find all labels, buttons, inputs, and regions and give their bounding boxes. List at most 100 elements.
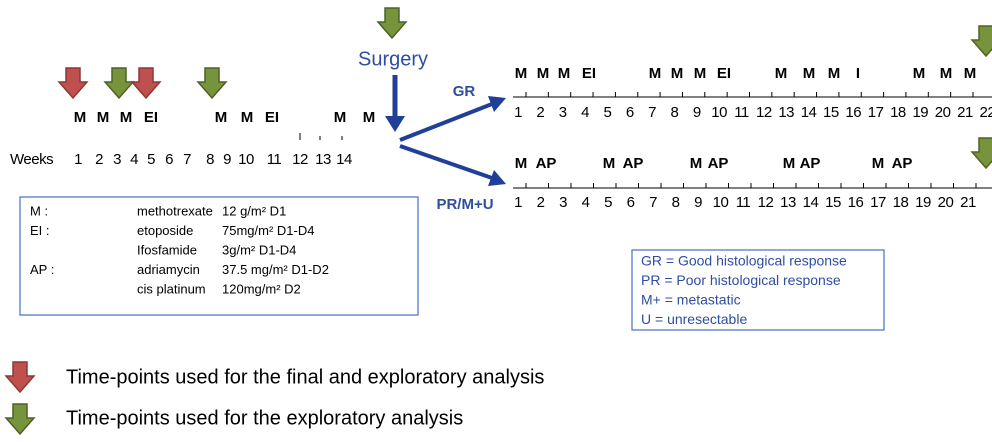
week-number: 13 xyxy=(315,151,331,168)
regimen-drug: methotrexate xyxy=(137,203,213,218)
regimen-code: AP : xyxy=(30,262,54,277)
week-number: 4 xyxy=(130,151,138,168)
week-number: 1 xyxy=(514,104,522,121)
drug-label: AP xyxy=(708,155,729,172)
drug-label: M xyxy=(775,65,788,82)
week-number: 3 xyxy=(559,194,567,211)
week-number: 3 xyxy=(113,151,121,168)
regimen-drug: Ifosfamide xyxy=(137,242,197,257)
week-number: 8 xyxy=(672,194,680,211)
week-number: 15 xyxy=(823,104,839,121)
week-number: 12 xyxy=(292,151,308,168)
week-number: 14 xyxy=(336,151,352,168)
green-arrow xyxy=(971,137,992,169)
regimen-box xyxy=(19,196,419,316)
week-number: 3 xyxy=(559,104,567,121)
week-number: 9 xyxy=(693,104,701,121)
green-arrow xyxy=(377,7,407,39)
legend-text: Time-points used for the final and explo… xyxy=(66,366,544,388)
regimen-drug: cis platinum xyxy=(137,281,206,296)
drug-label: M xyxy=(913,65,926,82)
week-number: 20 xyxy=(938,194,954,211)
drug-label: M xyxy=(515,65,528,82)
green-arrow xyxy=(104,67,134,99)
week-number: 5 xyxy=(603,104,611,121)
week-number: 16 xyxy=(848,194,864,211)
week-number: 6 xyxy=(626,104,634,121)
week-number: 2 xyxy=(536,104,544,121)
abbreviation-box xyxy=(631,249,885,331)
drug-label: M xyxy=(964,65,977,82)
weeks-label: Weeks xyxy=(10,151,53,168)
week-number: 21 xyxy=(960,194,976,211)
week-number: 16 xyxy=(845,104,861,121)
week-number: 7 xyxy=(183,151,191,168)
week-number: 17 xyxy=(868,104,884,121)
legend-text: Time-points used for the exploratory ana… xyxy=(66,407,463,429)
drug-label: M xyxy=(515,155,528,172)
drug-label: M xyxy=(690,155,703,172)
surgery-label: Surgery xyxy=(358,48,428,70)
drug-label: AP xyxy=(892,155,913,172)
regimen-code: EI : xyxy=(30,223,50,238)
drug-label: M xyxy=(872,155,885,172)
regimen-dose: 75mg/m² D1-D4 xyxy=(222,223,314,238)
drug-label: M xyxy=(783,155,796,172)
week-number: 17 xyxy=(870,194,886,211)
week-number: 5 xyxy=(147,151,155,168)
regimen-drug: etoposide xyxy=(137,223,193,238)
week-number: 20 xyxy=(935,104,951,121)
red-arrow xyxy=(5,361,35,393)
regimen-dose: 12 g/m² D1 xyxy=(222,203,286,218)
regimen-dose: 120mg/m² D2 xyxy=(222,281,301,296)
drug-label: EI xyxy=(265,109,279,126)
week-number: 4 xyxy=(582,194,590,211)
week-number: 18 xyxy=(890,104,906,121)
abbreviation: M+ = metastatic xyxy=(641,292,741,308)
week-number: 7 xyxy=(648,104,656,121)
drug-label: M xyxy=(649,65,662,82)
drug-label: I xyxy=(856,65,860,82)
drug-label: M xyxy=(74,109,87,126)
drug-label: M xyxy=(671,65,684,82)
week-number: 14 xyxy=(801,104,817,121)
week-number: 21 xyxy=(957,104,973,121)
week-number: 10 xyxy=(711,104,727,121)
drug-label: M xyxy=(363,109,376,126)
week-number: 9 xyxy=(694,194,702,211)
week-number: 10 xyxy=(238,151,254,168)
drug-label: M xyxy=(940,65,953,82)
week-number: 4 xyxy=(581,104,589,121)
preop-ticks xyxy=(299,133,343,140)
regimen-dose: 3g/m² D1-D4 xyxy=(222,242,296,257)
green-arrow xyxy=(5,403,35,435)
surgery-arrows xyxy=(385,75,506,186)
week-number: 14 xyxy=(803,194,819,211)
drug-label: M xyxy=(215,109,228,126)
week-number: 9 xyxy=(223,151,231,168)
drug-label: M xyxy=(334,109,347,126)
week-number: 12 xyxy=(758,194,774,211)
arm-label: PR/M+U xyxy=(436,196,493,213)
week-number: 19 xyxy=(915,194,931,211)
drug-label: AP xyxy=(536,155,557,172)
red-arrow xyxy=(131,67,161,99)
week-number: 8 xyxy=(671,104,679,121)
week-number: 6 xyxy=(165,151,173,168)
week-number: 18 xyxy=(893,194,909,211)
regimen-drug: adriamycin xyxy=(137,262,200,277)
week-number: 2 xyxy=(537,194,545,211)
week-number: 5 xyxy=(604,194,612,211)
week-number: 15 xyxy=(825,194,841,211)
week-number: 6 xyxy=(627,194,635,211)
week-number: 12 xyxy=(756,104,772,121)
drug-label: EI xyxy=(582,65,596,82)
week-number: 19 xyxy=(912,104,928,121)
drug-label: M xyxy=(803,65,816,82)
drug-label: M xyxy=(694,65,707,82)
drug-label: M xyxy=(603,155,616,172)
drug-label: M xyxy=(558,65,571,82)
week-number: 13 xyxy=(778,104,794,121)
week-number: 1 xyxy=(514,194,522,211)
drug-label: M xyxy=(828,65,841,82)
